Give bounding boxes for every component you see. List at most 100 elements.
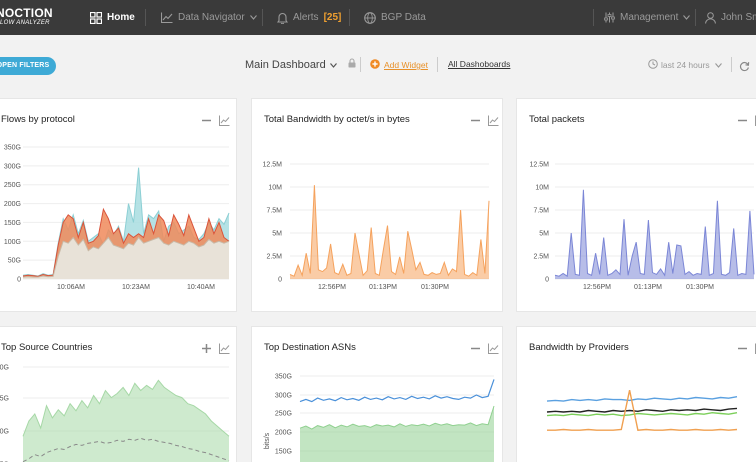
series-line-dashed — [22, 437, 230, 462]
minimize-icon[interactable] — [470, 113, 481, 124]
noction-logo[interactable]: NOCTION FLOW ANALYZER — [0, 7, 53, 27]
x-tick-label: 12:56PM — [318, 284, 346, 291]
chevron-down-icon — [329, 59, 337, 71]
widget-top-source-countries: Top Source Countries 00G35G30G25G — [0, 326, 237, 462]
y-tick-label: 50G — [8, 258, 21, 265]
series-line — [22, 379, 230, 437]
series-line — [546, 396, 738, 402]
user-icon — [705, 11, 716, 24]
widget-title: Top Source Countries — [1, 342, 93, 353]
widget-controls — [201, 113, 230, 126]
y-tick-label: 300G — [4, 163, 21, 170]
nav-management[interactable]: Management — [604, 0, 691, 35]
minimize-icon[interactable] — [737, 341, 748, 352]
x-tick-label: 01:13PM — [634, 284, 662, 291]
y-tick-label: 350G — [4, 145, 21, 152]
y-tick-label: 5M — [272, 231, 282, 238]
y-tick-label: 300G — [275, 393, 292, 400]
series-area — [23, 237, 229, 279]
minimize-icon[interactable] — [737, 113, 748, 124]
y-tick-label: 0 — [278, 277, 282, 284]
nav-home-label: Home — [107, 12, 135, 23]
toolbar-divider — [360, 57, 361, 72]
chart-type-icon[interactable] — [488, 341, 499, 354]
widget-controls — [470, 341, 499, 354]
x-tick-label: 10:23AM — [122, 284, 150, 291]
minimize-icon[interactable] — [470, 341, 481, 352]
widget-total-bandwidth: Total Bandwidth by octet/s in bytes 12.5… — [251, 98, 503, 312]
y-tick-label: 100G — [4, 239, 21, 246]
y-tick-label: 7.5M — [266, 208, 282, 215]
top-source-countries-chart: 00G35G30G25G — [0, 365, 230, 462]
all-dashboards-link[interactable]: All Dashoboards — [448, 59, 511, 69]
series-area — [300, 406, 494, 462]
x-tick-label: 01:13PM — [369, 284, 397, 291]
series-line — [546, 407, 738, 413]
refresh-icon[interactable] — [739, 59, 750, 77]
widget-title: Flows by protocol — [1, 114, 75, 125]
series-area — [290, 185, 489, 279]
widget-bandwidth-by-providers: Bandwidth by Providers — [516, 326, 756, 462]
chart-type-icon[interactable] — [488, 113, 499, 126]
bandwidth-by-providers-chart — [546, 390, 738, 431]
y-tick-label: 5M — [539, 231, 549, 238]
series-line — [547, 390, 738, 431]
series-line — [299, 405, 495, 430]
chevron-down-icon — [249, 15, 257, 20]
alerts-count-badge: [25] — [323, 12, 342, 23]
widget-title: Total packets — [529, 114, 585, 125]
widget-top-destination-asns: Top Destination ASNs 350G 300G 250G 200G 150… — [251, 326, 503, 462]
add-widget-link[interactable]: Add Widget — [370, 59, 428, 71]
time-range-selector[interactable]: last 24 hours — [648, 59, 722, 71]
widget-controls — [470, 113, 499, 126]
y-axis-label: bits/s — [264, 432, 271, 449]
nav-user[interactable]: John Smith — [705, 0, 756, 35]
x-tick-label: 01:30PM — [686, 284, 714, 291]
top-destination-asns-chart: 350G 300G 250G 200G 150G bits/s — [264, 374, 495, 462]
open-filters-button[interactable]: OPEN FILTERS — [0, 57, 56, 75]
x-tick-label: 12:56PM — [583, 284, 611, 291]
nav-home[interactable]: Home — [90, 0, 135, 35]
series-line — [546, 411, 738, 417]
y-tick-label: 12.5M — [530, 162, 550, 169]
y-tick-label: 10M — [535, 185, 549, 192]
nav-bgp-data[interactable]: BGP Data — [364, 0, 426, 35]
chart-type-icon[interactable] — [219, 113, 230, 126]
series-line — [289, 185, 490, 278]
total-bandwidth-chart: 12.5M 10M 7.5M 5M 2.5M 0 12:56PM 01:13PM 01:30PM — [263, 162, 490, 291]
nav-alerts[interactable]: Alerts [25] — [277, 0, 341, 35]
x-tick-label: 10:40AM — [187, 284, 215, 291]
chart-type-icon[interactable] — [219, 341, 230, 354]
widget-title: Total Bandwidth by octet/s in bytes — [264, 114, 410, 125]
widget-title: Top Destination ASNs — [264, 342, 356, 353]
y-tick-label: 250G — [275, 411, 292, 418]
plus-icon[interactable] — [201, 341, 212, 353]
nav-management-label: Management — [620, 12, 679, 23]
time-range-label: last 24 hours — [661, 60, 710, 70]
nav-divider — [593, 9, 594, 26]
dashboard-selector[interactable]: Main Dashboard — [245, 58, 356, 71]
logo-title: NOCTION — [0, 6, 53, 20]
chevron-down-icon — [714, 60, 722, 70]
lock-icon — [348, 58, 356, 71]
y-tick-label: 2.5M — [266, 254, 282, 261]
plus-circle-icon — [370, 59, 380, 71]
widget-controls — [201, 341, 230, 354]
chevron-down-icon — [683, 15, 691, 20]
bell-icon — [277, 12, 288, 24]
toolbar-divider — [437, 57, 438, 72]
y-tick-label: 350G — [275, 374, 292, 381]
y-tick-label: 2.5M — [533, 254, 549, 261]
flows-by-protocol-chart: 350G 300G 250G 200G 150G 100G 50G 0 10:06AM 10:23… — [4, 145, 230, 291]
nav-data-navigator[interactable]: Data Navigator — [161, 0, 257, 35]
y-tick-label: 12.5M — [263, 162, 283, 169]
y-tick-label: 250G — [4, 182, 21, 189]
nav-bgp-data-label: BGP Data — [381, 12, 426, 23]
nav-alerts-label: Alerts — [293, 12, 319, 23]
clock-icon — [648, 59, 658, 71]
minimize-icon[interactable] — [201, 113, 212, 124]
series-line — [22, 207, 230, 277]
y-tick-label: 30G — [0, 429, 9, 436]
y-tick-label: 200G — [275, 430, 292, 437]
nav-divider — [262, 9, 263, 26]
